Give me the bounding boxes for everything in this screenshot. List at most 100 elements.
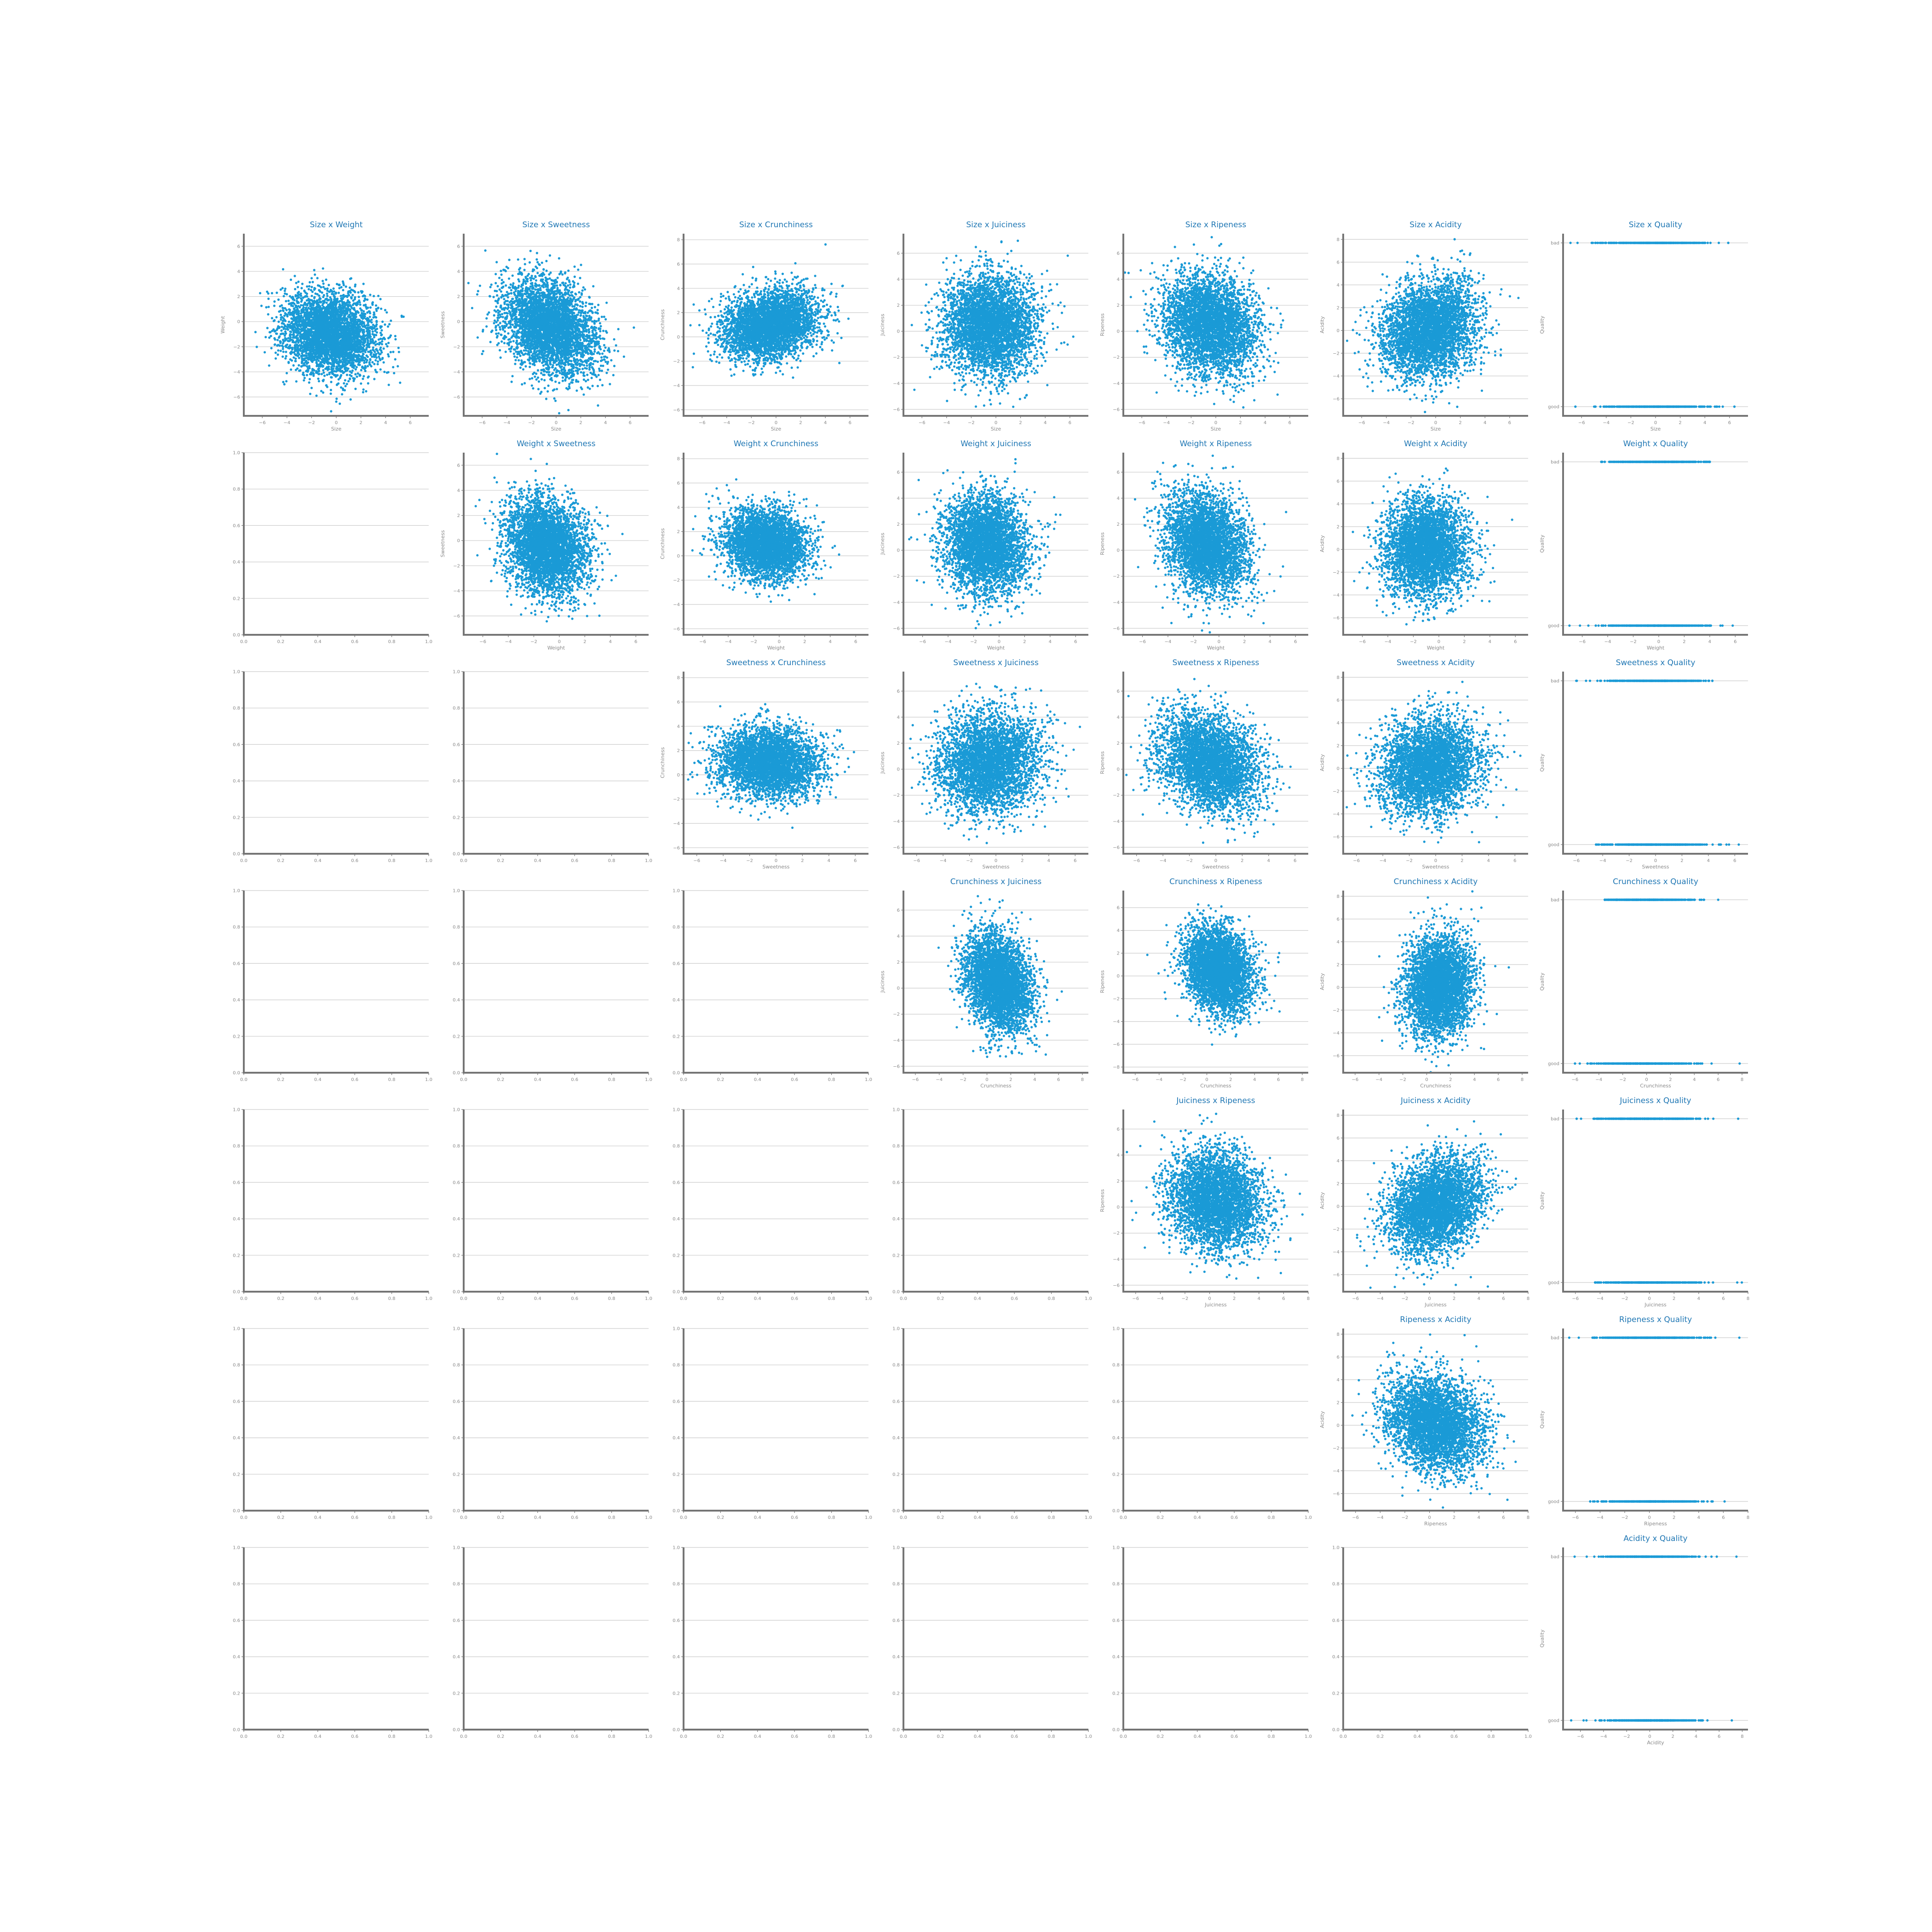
point bbox=[339, 341, 341, 344]
x-tick-label: 0.8 bbox=[828, 1077, 835, 1082]
point bbox=[318, 311, 320, 314]
y-tick-label: 0.6 bbox=[453, 1399, 460, 1404]
point bbox=[325, 353, 328, 355]
point bbox=[342, 322, 345, 324]
y-tick-label: 0.2 bbox=[673, 1253, 680, 1258]
y-tick-label: 0.4 bbox=[453, 1655, 460, 1660]
axis-spine bbox=[464, 672, 649, 854]
y-tick-label: 1.0 bbox=[1112, 1327, 1120, 1332]
point bbox=[373, 356, 375, 358]
x-tick-label: 1.0 bbox=[645, 1734, 652, 1739]
x-tick-label: 6 bbox=[409, 420, 412, 426]
point bbox=[327, 358, 329, 360]
point bbox=[355, 302, 357, 305]
y-tick-label: 0.6 bbox=[892, 1399, 900, 1404]
point bbox=[316, 320, 318, 322]
point bbox=[268, 364, 270, 367]
empty-panel-r4-c0: 0.0 0.2 0.4 0.6 0.8 1.0 0.0 0.2 0.4 0.6 0.8 1.0 bbox=[216, 1091, 438, 1315]
point bbox=[300, 297, 302, 299]
x-tick-label: 0 bbox=[335, 420, 338, 426]
point bbox=[350, 334, 352, 336]
y-tick-label: 0.2 bbox=[233, 1034, 240, 1039]
x-tick-label: 0.6 bbox=[791, 1296, 798, 1301]
x-tick-label: 0.2 bbox=[497, 1515, 504, 1520]
x-tick-label: 0.8 bbox=[608, 1296, 615, 1301]
point bbox=[398, 351, 400, 353]
y-tick-label: 0.2 bbox=[453, 1691, 460, 1696]
point bbox=[338, 292, 340, 294]
point bbox=[368, 324, 370, 326]
point bbox=[271, 317, 273, 319]
x-tick-label: 0.0 bbox=[460, 1515, 467, 1520]
x-tick-label: 0.6 bbox=[791, 1515, 798, 1520]
axis-spine bbox=[244, 453, 429, 635]
point bbox=[354, 296, 356, 299]
point bbox=[298, 332, 300, 334]
x-tick-label: 0.0 bbox=[240, 858, 247, 863]
empty-panel-r2-c1: 0.0 0.2 0.4 0.6 0.8 1.0 0.0 0.2 0.4 0.6 0.8 1.0 bbox=[436, 653, 658, 877]
point bbox=[287, 337, 289, 339]
point bbox=[354, 338, 356, 340]
point bbox=[388, 384, 390, 386]
point bbox=[373, 311, 375, 314]
y-tick-label: 1.0 bbox=[892, 1108, 900, 1113]
point bbox=[356, 375, 358, 378]
y-tick-label: −6 bbox=[453, 395, 460, 400]
axis-spine bbox=[684, 1110, 868, 1292]
point bbox=[343, 284, 345, 286]
point bbox=[309, 319, 311, 322]
point bbox=[321, 292, 323, 294]
point bbox=[266, 327, 269, 329]
x-tick-label: 1.0 bbox=[865, 1734, 872, 1739]
point bbox=[342, 280, 344, 282]
point bbox=[260, 305, 263, 307]
point bbox=[346, 329, 348, 331]
point bbox=[328, 284, 330, 286]
x-tick-label: 0.0 bbox=[460, 1077, 467, 1082]
point bbox=[322, 302, 324, 305]
point bbox=[359, 330, 361, 333]
point bbox=[308, 352, 310, 355]
point bbox=[308, 365, 310, 367]
x-tick-label: 0.2 bbox=[277, 1296, 284, 1301]
point bbox=[298, 291, 300, 293]
y-tick-label: 0.6 bbox=[233, 1399, 240, 1404]
axis-spine bbox=[684, 1547, 868, 1730]
y-tick-label: −4 bbox=[453, 370, 460, 375]
point bbox=[342, 294, 345, 296]
point bbox=[350, 344, 352, 346]
point bbox=[381, 343, 383, 345]
point bbox=[374, 359, 377, 362]
point bbox=[353, 309, 356, 311]
point bbox=[343, 382, 345, 385]
point bbox=[297, 281, 299, 283]
point bbox=[350, 319, 352, 321]
point bbox=[362, 315, 365, 317]
y-tick-label: 0.8 bbox=[892, 1144, 900, 1149]
point bbox=[373, 353, 375, 356]
x-tick-label: 4 bbox=[604, 420, 607, 426]
point bbox=[271, 292, 273, 294]
point bbox=[335, 375, 337, 378]
point bbox=[323, 353, 326, 355]
y-tick-label: 0.0 bbox=[892, 1509, 900, 1514]
y-tick-label: 0.8 bbox=[453, 1582, 460, 1587]
x-tick-label: 0.4 bbox=[314, 639, 322, 644]
point bbox=[337, 313, 339, 316]
point bbox=[321, 373, 323, 375]
point bbox=[324, 343, 326, 345]
point bbox=[296, 300, 298, 302]
point bbox=[365, 347, 368, 349]
y-tick-label: 0.0 bbox=[673, 1071, 680, 1076]
point bbox=[369, 306, 372, 309]
x-tick-label: 0.8 bbox=[608, 1077, 615, 1082]
y-tick-label: 0.6 bbox=[233, 523, 240, 529]
point bbox=[330, 410, 332, 413]
point bbox=[354, 283, 356, 286]
y-tick-label: 0.4 bbox=[453, 1217, 460, 1222]
y-tick-label: 0.2 bbox=[1112, 1691, 1120, 1696]
point bbox=[306, 295, 308, 298]
point bbox=[338, 355, 340, 357]
point bbox=[306, 356, 309, 359]
